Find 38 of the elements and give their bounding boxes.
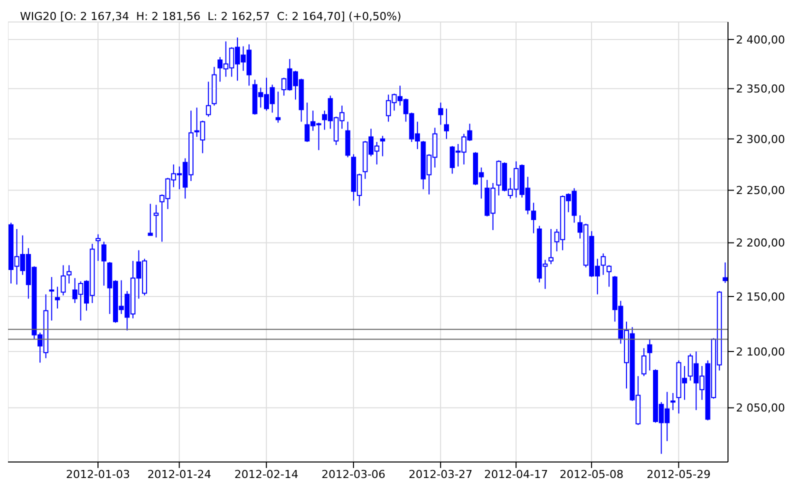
y-tick-label: 2 200,00 — [736, 236, 785, 250]
candlestick — [531, 202, 536, 234]
candlestick — [600, 252, 606, 276]
candlestick — [276, 91, 281, 124]
y-tick-label: 2 150,00 — [736, 290, 785, 304]
chart-title: WIG20 [O: 2 167,34 H: 2 181,56 L: 2 162,57 C: 2 164,70] (+0,50%) — [20, 10, 402, 23]
candlestick — [380, 135, 386, 157]
candlestick — [722, 262, 728, 284]
candlestick — [66, 264, 72, 284]
y-tick-label: 2 300,00 — [736, 132, 785, 146]
x-tick-label: 2012-02-14 — [234, 468, 298, 481]
y-tick-label: 2 400,00 — [736, 33, 785, 46]
candlestick — [54, 286, 60, 309]
candlestick — [60, 264, 66, 296]
candlestick — [444, 108, 449, 140]
candlestick — [641, 348, 646, 377]
y-tick-label: 2 100,00 — [736, 345, 785, 358]
x-tick-label: 2012-05-29 — [646, 468, 711, 481]
x-tick-label: 2012-03-06 — [322, 468, 386, 481]
candlestick — [101, 241, 106, 286]
candlestick — [206, 81, 211, 118]
candlestick — [438, 102, 444, 126]
x-tick-label: 2012-03-27 — [408, 468, 473, 481]
candlestick — [49, 276, 54, 322]
x-tick-label: 2012-01-03 — [66, 468, 130, 481]
candlestick — [96, 234, 101, 262]
candlestick — [647, 338, 652, 371]
y-tick-label: 2 050,00 — [736, 402, 785, 415]
candlestick — [148, 203, 153, 236]
x-tick-label: 2012-05-08 — [560, 468, 624, 481]
y-tick-label: 2 350,00 — [736, 82, 785, 96]
candlestick — [606, 264, 612, 288]
candlestick — [154, 204, 159, 238]
candlestick — [548, 228, 554, 265]
candlestick — [670, 392, 676, 411]
x-tick-label: 2012-04-17 — [484, 468, 548, 481]
x-tick-label: 2012-01-24 — [147, 468, 212, 481]
y-tick-label: 2 250,00 — [736, 184, 785, 198]
